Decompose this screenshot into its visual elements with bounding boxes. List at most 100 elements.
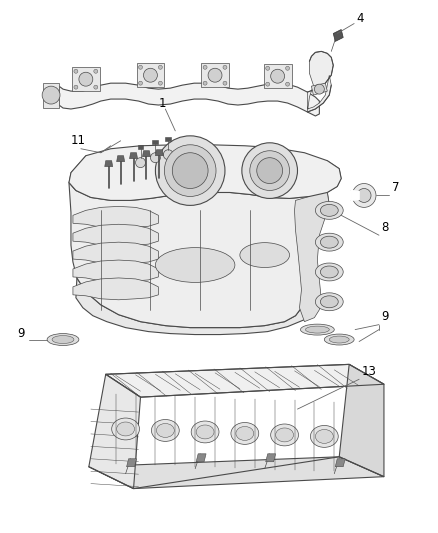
Circle shape: [203, 65, 207, 69]
Circle shape: [135, 158, 145, 168]
Ellipse shape: [47, 334, 79, 345]
Ellipse shape: [320, 296, 338, 308]
Polygon shape: [264, 64, 292, 88]
Polygon shape: [196, 454, 206, 462]
Circle shape: [208, 68, 222, 82]
Polygon shape: [351, 190, 359, 200]
Circle shape: [172, 153, 208, 189]
Circle shape: [266, 82, 270, 86]
Polygon shape: [311, 83, 327, 95]
Ellipse shape: [311, 425, 338, 447]
Polygon shape: [69, 156, 86, 190]
Circle shape: [250, 151, 290, 190]
Circle shape: [94, 85, 98, 89]
Polygon shape: [69, 145, 341, 200]
Polygon shape: [43, 83, 59, 108]
Polygon shape: [73, 224, 159, 246]
Polygon shape: [69, 182, 329, 328]
Circle shape: [94, 69, 98, 73]
Polygon shape: [73, 206, 159, 228]
Ellipse shape: [320, 204, 338, 216]
Text: 7: 7: [392, 181, 399, 195]
Polygon shape: [142, 151, 150, 157]
Polygon shape: [105, 160, 113, 167]
Ellipse shape: [231, 423, 259, 445]
Ellipse shape: [196, 425, 214, 439]
Polygon shape: [89, 457, 384, 489]
Polygon shape: [72, 67, 100, 91]
Text: 8: 8: [381, 221, 389, 234]
Polygon shape: [335, 459, 345, 467]
Circle shape: [352, 183, 376, 207]
Circle shape: [79, 72, 93, 86]
Polygon shape: [165, 137, 171, 141]
Ellipse shape: [112, 418, 140, 440]
Polygon shape: [59, 83, 319, 116]
Polygon shape: [73, 278, 159, 300]
Circle shape: [138, 81, 142, 85]
Circle shape: [159, 81, 162, 85]
Polygon shape: [201, 63, 229, 87]
Circle shape: [155, 136, 225, 205]
Circle shape: [223, 65, 227, 69]
Polygon shape: [294, 160, 341, 321]
Polygon shape: [266, 454, 276, 462]
Ellipse shape: [320, 236, 338, 248]
Ellipse shape: [315, 293, 343, 311]
Circle shape: [74, 85, 78, 89]
Ellipse shape: [155, 248, 235, 282]
Ellipse shape: [152, 419, 179, 441]
Polygon shape: [106, 365, 384, 397]
Circle shape: [223, 81, 227, 85]
Ellipse shape: [117, 422, 134, 436]
Ellipse shape: [324, 334, 354, 345]
Ellipse shape: [52, 336, 74, 343]
Ellipse shape: [315, 430, 333, 443]
Circle shape: [271, 69, 285, 83]
Ellipse shape: [156, 424, 174, 438]
Polygon shape: [138, 145, 144, 149]
Circle shape: [138, 65, 142, 69]
Ellipse shape: [315, 233, 343, 251]
Circle shape: [266, 66, 270, 70]
Ellipse shape: [271, 424, 298, 446]
Ellipse shape: [236, 426, 254, 440]
Ellipse shape: [300, 324, 334, 335]
Ellipse shape: [315, 263, 343, 281]
Ellipse shape: [320, 266, 338, 278]
Circle shape: [164, 145, 216, 197]
Circle shape: [203, 81, 207, 85]
Polygon shape: [333, 29, 343, 42]
Text: 11: 11: [71, 134, 86, 147]
Polygon shape: [76, 268, 319, 335]
Text: 1: 1: [159, 97, 166, 110]
Ellipse shape: [276, 428, 293, 442]
Polygon shape: [130, 153, 138, 159]
Polygon shape: [73, 260, 159, 282]
Circle shape: [74, 69, 78, 73]
Circle shape: [357, 189, 371, 203]
Ellipse shape: [191, 421, 219, 443]
Circle shape: [159, 65, 162, 69]
Circle shape: [144, 68, 157, 82]
Circle shape: [314, 84, 324, 94]
Polygon shape: [73, 242, 159, 264]
Polygon shape: [127, 459, 137, 467]
Circle shape: [257, 158, 283, 183]
Polygon shape: [307, 51, 333, 112]
Circle shape: [286, 82, 290, 86]
Polygon shape: [339, 365, 384, 477]
Text: 9: 9: [17, 327, 25, 340]
Text: 13: 13: [362, 365, 377, 378]
Ellipse shape: [305, 326, 329, 333]
Ellipse shape: [315, 201, 343, 219]
Text: 4: 4: [356, 12, 364, 25]
Circle shape: [242, 143, 297, 198]
Text: 9: 9: [381, 310, 389, 322]
Polygon shape: [152, 140, 159, 144]
Ellipse shape: [240, 243, 290, 268]
Circle shape: [42, 86, 60, 104]
Circle shape: [163, 150, 173, 160]
Circle shape: [286, 66, 290, 70]
Ellipse shape: [329, 336, 349, 343]
